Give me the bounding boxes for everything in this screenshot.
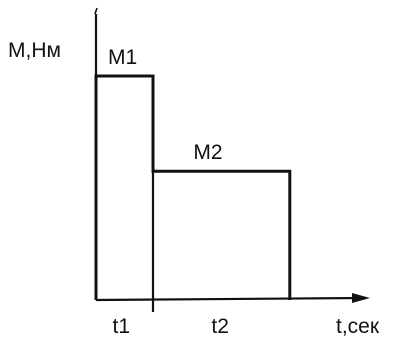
y-axis-label: М,Нм (8, 39, 61, 62)
step-curve (94, 74, 292, 300)
x-axis-arrow (352, 293, 370, 303)
duration-label-t1: t1 (113, 315, 131, 338)
y-axis-tip (94, 7, 98, 15)
x-axis-label: t,сек (336, 315, 380, 338)
segment-label-m2: M2 (193, 141, 222, 164)
segment-label-m1: M1 (108, 46, 137, 69)
duration-label-t2: t2 (211, 315, 229, 338)
x-axis (95, 296, 363, 302)
